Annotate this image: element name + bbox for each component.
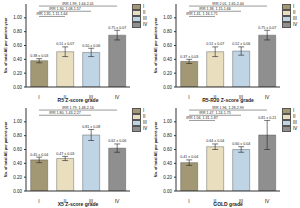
svg-text:0.50 ± 0.06: 0.50 ± 0.06 [82,44,100,48]
svg-text:IRR 1.79, 1.48-2.16: IRR 1.79, 1.48-2.16 [62,106,93,110]
svg-text:0.60: 0.60 [163,147,172,152]
svg-text:0.60: 0.60 [13,147,22,152]
svg-text:0.00: 0.00 [13,189,22,194]
svg-text:0.62 ± 0.06: 0.62 ± 0.06 [108,139,126,143]
svg-text:0.20: 0.20 [163,71,172,76]
html-text:IV: IV [293,126,298,131]
html-text:IV: IV [143,126,148,131]
svg-text:0.80: 0.80 [13,133,22,138]
html-text:IV: IV [293,22,298,27]
svg-text:0.52 ± 0.06: 0.52 ± 0.06 [232,42,250,46]
html-text:III: III [293,16,297,21]
html-text:III: III [293,120,297,125]
html-text:II: II [293,114,296,119]
html-text:I: I [143,108,145,113]
svg-text:IV: IV [115,198,120,204]
svg-text:1.00: 1.00 [163,119,172,124]
svg-text:X5 Z-score grade: X5 Z-score grade [58,201,99,207]
svg-text:0.64 ± 0.04: 0.64 ± 0.04 [206,139,224,143]
svg-text:R5-R20 Z-score grade: R5-R20 Z-score grade [202,97,254,103]
svg-text:0.40: 0.40 [13,161,22,166]
svg-text:1.00: 1.00 [13,15,22,20]
svg-text:IRR 2.01, 1.65-2.44: IRR 2.01, 1.65-2.44 [212,2,243,6]
svg-text:0.81 ± 0.08: 0.81 ± 0.08 [82,125,100,129]
html-text:III: III [143,16,147,21]
svg-text:0.40: 0.40 [163,161,172,166]
svg-text:IRR 1.56, 1.31-1.87: IRR 1.56, 1.31-1.87 [186,116,217,120]
svg-text:IRR 1.38, 1.15-1.66: IRR 1.38, 1.15-1.66 [199,7,230,11]
svg-text:1.00: 1.00 [163,15,172,20]
svg-text:0.37 ± 0.03: 0.37 ± 0.03 [180,55,198,59]
html-text:I: I [293,108,295,113]
svg-text:0.45 ± 0.04: 0.45 ± 0.04 [30,153,48,157]
svg-text:0.81 ± 0.21: 0.81 ± 0.21 [258,116,276,120]
svg-text:0.00: 0.00 [163,85,172,90]
svg-text:No. of total AE per patient-ye: No. of total AE per patient-year [154,121,158,177]
svg-text:0.60 ± 0.04: 0.60 ± 0.04 [232,142,250,146]
svg-text:0.75 ± 0.07: 0.75 ± 0.07 [258,26,276,30]
svg-text:0.80: 0.80 [163,29,172,34]
svg-text:0.47 ± 0.03: 0.47 ± 0.03 [56,152,74,156]
svg-text:0.60: 0.60 [163,43,172,48]
svg-text:IV: IV [265,94,270,100]
svg-text:0.60: 0.60 [13,43,22,48]
svg-text:0.40: 0.40 [13,57,22,62]
html-text:I: I [143,4,145,9]
svg-text:IRR 1.35, 1.11-1.64: IRR 1.35, 1.11-1.64 [36,12,67,16]
svg-text:0.00: 0.00 [13,85,22,90]
svg-text:0.51 ± 0.07: 0.51 ± 0.07 [206,42,224,46]
svg-text:0.20: 0.20 [13,175,22,180]
svg-text:IRR 1.99, 1.64-2.41: IRR 1.99, 1.64-2.41 [62,2,93,6]
svg-text:IRR 1.47, 1.24-1.75: IRR 1.47, 1.24-1.75 [199,111,230,115]
svg-text:IRR 1.41, 1.16-1.71: IRR 1.41, 1.16-1.71 [186,12,217,16]
html-text:II: II [143,114,146,119]
svg-text:0.20: 0.20 [13,71,22,76]
svg-text:GOLD grade: GOLD grade [213,201,243,207]
svg-text:No. of total AE per patient-ye: No. of total AE per patient-year [8,121,9,177]
svg-text:IV: IV [265,198,270,204]
svg-text:0.40: 0.40 [163,57,172,62]
svg-text:0.75 ± 0.07: 0.75 ± 0.07 [108,26,126,30]
svg-text:I: I [188,94,189,100]
svg-text:IV: IV [115,94,120,100]
svg-text:IRR 1.96, 1.28-2.99: IRR 1.96, 1.28-2.99 [212,106,243,110]
html-text:II: II [143,10,146,15]
svg-text:No. of total AE per patient-ye: No. of total AE per patient-year [8,17,9,73]
svg-text:I: I [38,198,39,204]
svg-text:IRR 1.80, 1.43-2.27: IRR 1.80, 1.43-2.27 [49,111,80,115]
svg-text:0.38 ± 0.03: 0.38 ± 0.03 [30,54,48,58]
html-text:II: II [293,10,296,15]
svg-text:0.20: 0.20 [163,175,172,180]
svg-text:R5 Z-score grade: R5 Z-score grade [58,97,99,103]
svg-text:0.80: 0.80 [163,133,172,138]
svg-text:No. of total AE per patient-ye: No. of total AE per patient-year [154,17,158,73]
svg-text:1.00: 1.00 [13,119,22,124]
svg-text:0.41 ± 0.04: 0.41 ± 0.04 [180,155,198,159]
svg-text:IRR 1.30, 1.08-1.57: IRR 1.30, 1.08-1.57 [49,7,80,11]
svg-text:I: I [188,198,189,204]
svg-text:I: I [38,94,39,100]
html-text:III: III [143,120,147,125]
svg-text:0.00: 0.00 [163,189,172,194]
svg-text:0.51 ± 0.07: 0.51 ± 0.07 [56,42,74,46]
svg-text:0.80: 0.80 [13,29,22,34]
html-text:IV: IV [143,22,148,27]
html-text:I: I [293,4,295,9]
